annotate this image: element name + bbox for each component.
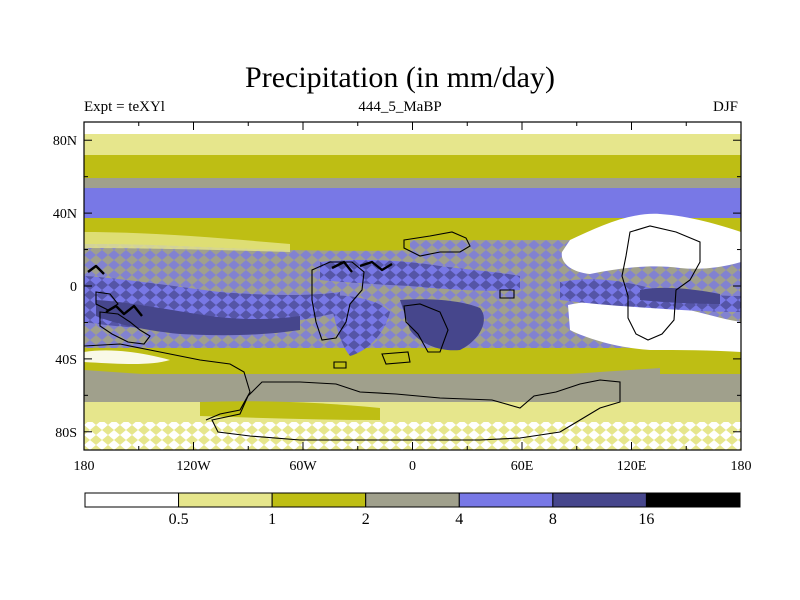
heavy-contour-atlantic bbox=[331, 260, 353, 273]
coastline-africa bbox=[403, 231, 471, 257]
colorbar-label: 8 bbox=[549, 511, 557, 528]
colorbar-swatch bbox=[458, 492, 554, 508]
y-tick-label: 40S bbox=[55, 353, 77, 368]
coastline-islands-small bbox=[381, 351, 411, 365]
precip-region-dry-australia bbox=[568, 300, 741, 352]
x-tick-label: 60W bbox=[289, 459, 317, 474]
coastline-antarctica bbox=[211, 379, 621, 441]
precip-region-maritime-wet bbox=[640, 287, 720, 304]
colorbar-label: 16 bbox=[638, 511, 654, 528]
colorbar-label: 4 bbox=[455, 511, 463, 528]
coastline-south-africa-block bbox=[403, 303, 449, 353]
map-title: Precipitation (in mm/day) bbox=[245, 61, 555, 94]
colorbar: 0.5 1 2 4 8 16 bbox=[84, 492, 741, 528]
colorbar-swatch bbox=[552, 492, 647, 508]
map-plot-area bbox=[84, 122, 741, 450]
precip-region-south-atlantic-yellow bbox=[200, 401, 380, 420]
y-tick-label: 0 bbox=[70, 280, 77, 295]
y-tick-label: 40N bbox=[53, 207, 77, 222]
x-tick-label: 120W bbox=[176, 459, 211, 474]
x-tick-label: 180 bbox=[74, 459, 95, 474]
coastline-central-block bbox=[99, 311, 151, 345]
colorbar-swatch bbox=[84, 492, 180, 508]
precip-region-dry-asia bbox=[561, 213, 741, 274]
precip-region-south-storm-track bbox=[84, 368, 660, 394]
precip-region-dry-east-pacific bbox=[84, 350, 170, 364]
precip-band-north-mid-lat-2 bbox=[84, 178, 741, 190]
coastline-south-islands bbox=[333, 361, 347, 369]
season-label: DJF bbox=[712, 99, 738, 115]
coastline-australia-asia bbox=[621, 225, 701, 341]
precip-band-north-mid-lat-1 bbox=[84, 155, 741, 181]
x-tick-label: 0 bbox=[409, 459, 416, 474]
colorbar-swatch bbox=[178, 492, 273, 508]
colorbar-label: 1 bbox=[268, 511, 276, 528]
precip-band-north-storm-track bbox=[84, 188, 741, 220]
precip-region-south-america-wet bbox=[330, 295, 390, 356]
colorbar-label: 0.5 bbox=[169, 511, 189, 528]
precip-region-itcz-atlantic bbox=[320, 259, 520, 291]
axis-ticks: 180 120W 60W 0 60E 120E 180 80N 40N 0 40S 80S bbox=[53, 122, 752, 474]
x-tick-label: 60E bbox=[511, 459, 534, 474]
y-tick-label: 80S bbox=[55, 426, 77, 441]
heavy-contour-west-pacific bbox=[105, 304, 143, 317]
y-tick-label: 80N bbox=[53, 134, 77, 149]
x-tick-label: 180 bbox=[731, 459, 752, 474]
x-tick-label: 120E bbox=[617, 459, 647, 474]
colorbar-swatch bbox=[645, 492, 741, 508]
precip-region-africa-wet bbox=[400, 299, 484, 351]
precip-band-north-high-lat bbox=[84, 134, 741, 156]
precip-band-south-high-lat bbox=[84, 402, 741, 424]
precip-region-itcz-core bbox=[96, 300, 300, 336]
coastline-east-islands bbox=[499, 289, 515, 299]
colorbar-swatch bbox=[365, 492, 460, 508]
heavy-contour-north-pacific bbox=[87, 264, 105, 275]
colorbar-label: 2 bbox=[362, 511, 370, 528]
heavy-precip-contours bbox=[87, 260, 393, 317]
colorbar-swatch bbox=[271, 492, 367, 508]
precip-region-north-subtropical-yellow bbox=[84, 232, 290, 252]
experiment-label: Expt = teXYl bbox=[84, 99, 165, 115]
coastline-southern-landmass bbox=[84, 343, 251, 421]
heavy-contour-atlantic-2 bbox=[359, 260, 393, 272]
time-period-label: 444_5_MaBP bbox=[358, 99, 442, 115]
coastlines bbox=[84, 225, 701, 441]
coastline-south-america bbox=[311, 261, 365, 341]
